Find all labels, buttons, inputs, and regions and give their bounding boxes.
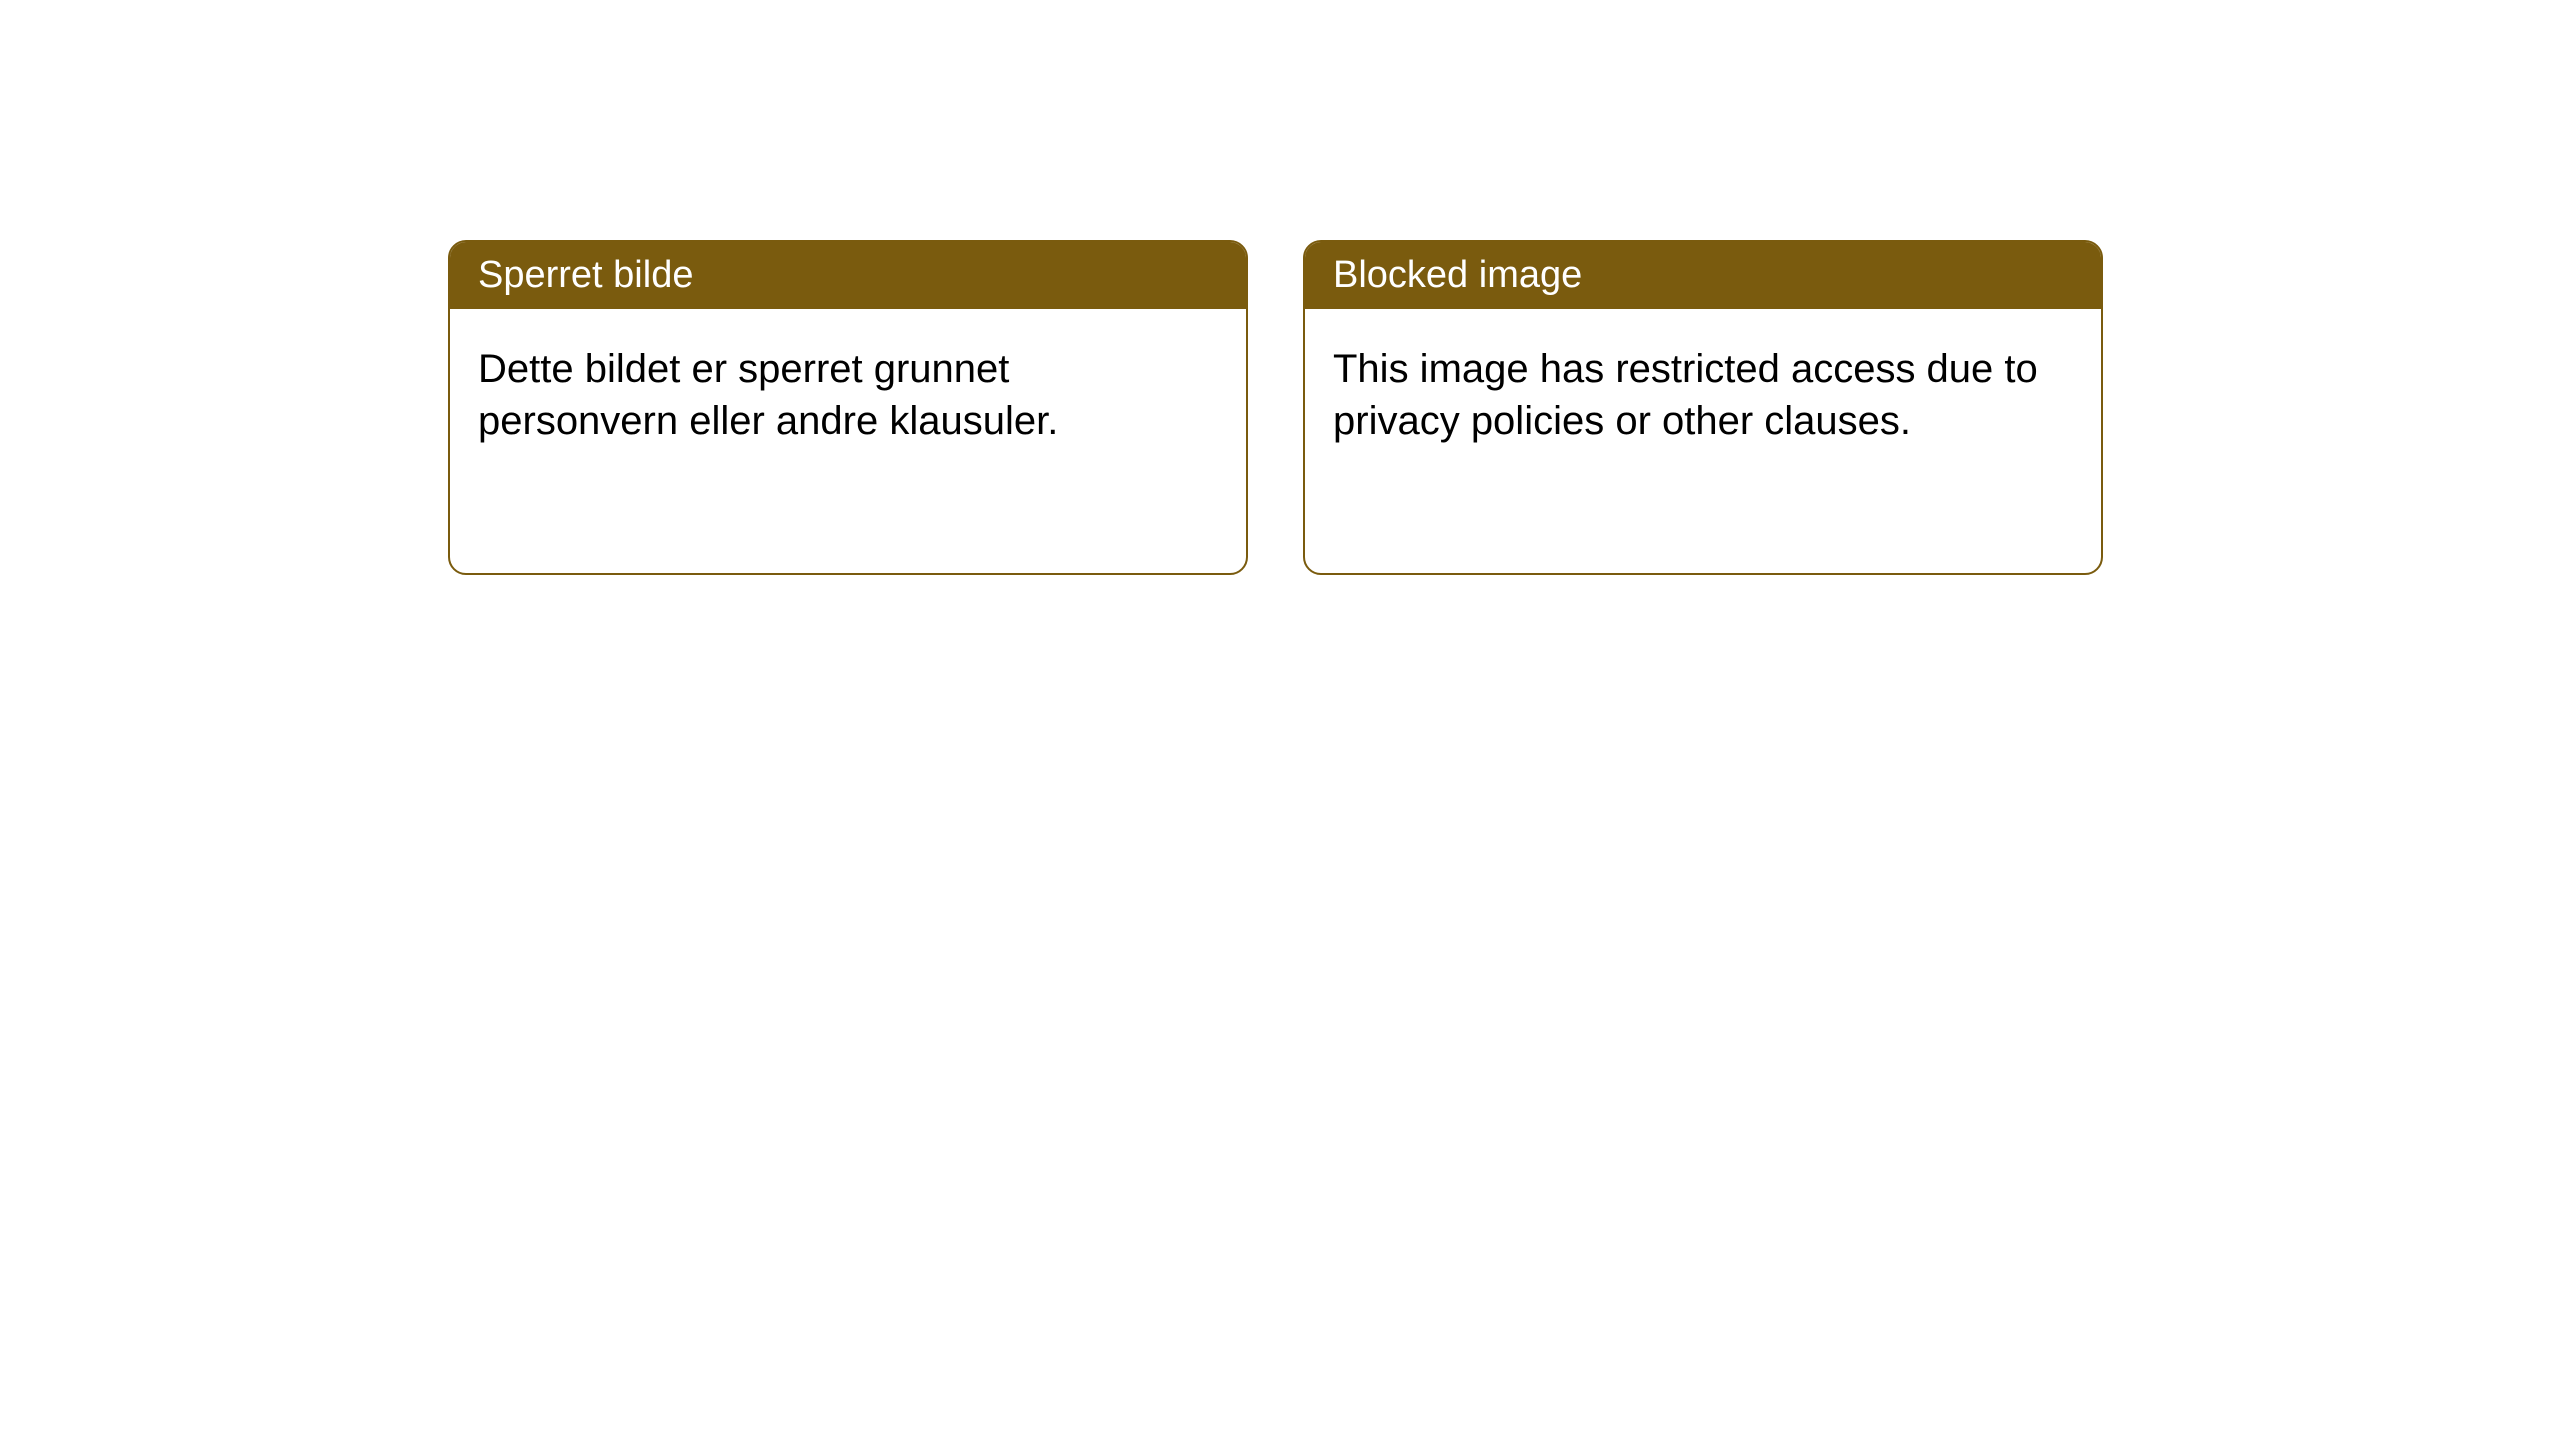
notice-header: Blocked image: [1305, 242, 2101, 309]
notice-card-norwegian: Sperret bilde Dette bildet er sperret gr…: [448, 240, 1248, 575]
notice-body: This image has restricted access due to …: [1305, 309, 2101, 481]
notice-header: Sperret bilde: [450, 242, 1246, 309]
notice-container: Sperret bilde Dette bildet er sperret gr…: [448, 240, 2103, 575]
notice-body: Dette bildet er sperret grunnet personve…: [450, 309, 1246, 481]
notice-card-english: Blocked image This image has restricted …: [1303, 240, 2103, 575]
